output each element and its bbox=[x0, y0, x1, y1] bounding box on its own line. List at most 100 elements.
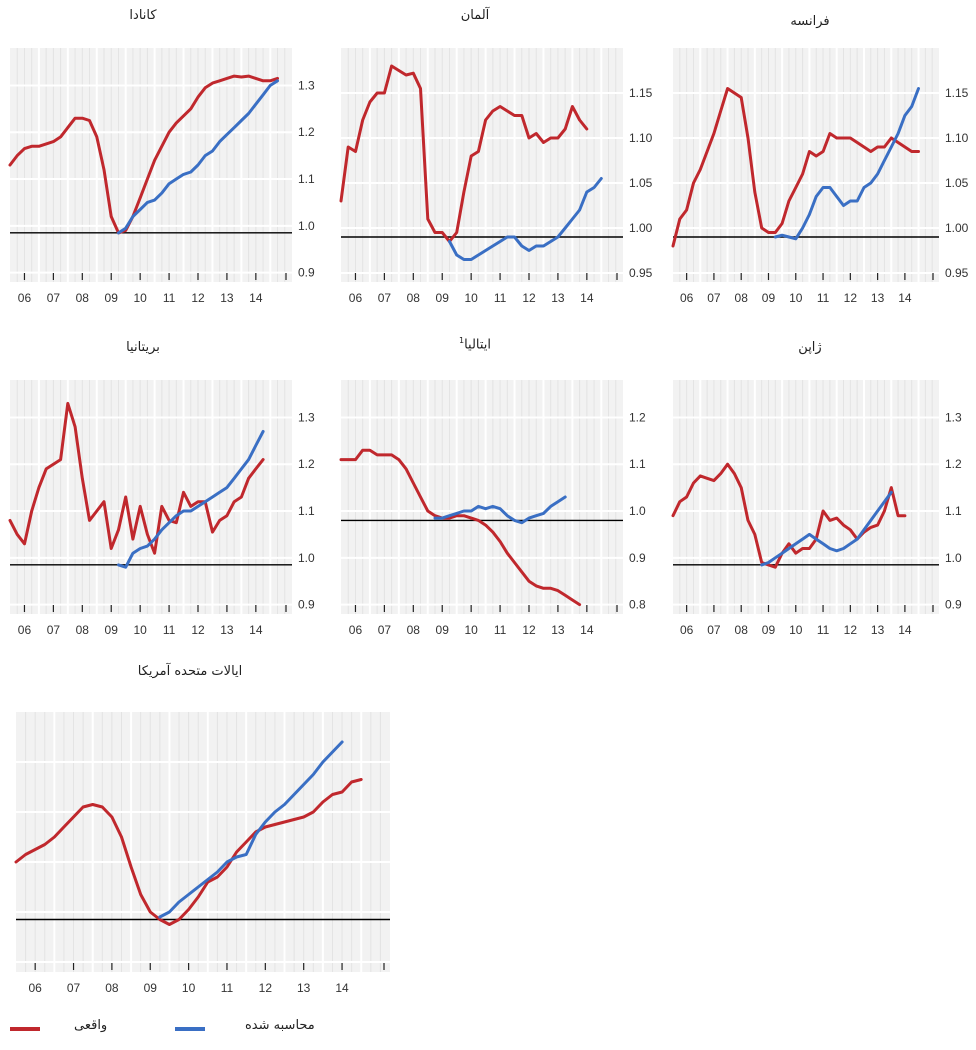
x-tick-label: 13 bbox=[297, 981, 311, 995]
y-tick-label: 0.95 bbox=[629, 266, 653, 280]
x-tick-label: 14 bbox=[580, 291, 594, 305]
y-tick-label: 1.15 bbox=[629, 86, 653, 100]
x-tick-label: 09 bbox=[144, 981, 158, 995]
chart-italy: 06 07 08 09 10 11 12 13 14 1.2 1.1 1.0 0.9 0.8 bbox=[339, 380, 646, 637]
y-tick-label: 1.00 bbox=[945, 221, 969, 235]
x-tick-label: 08 bbox=[735, 291, 749, 305]
chart-title-italy-text: ایتالیا bbox=[464, 337, 492, 353]
x-tick-label: 11 bbox=[163, 623, 176, 637]
series-line-calculated bbox=[433, 495, 567, 525]
x-tick-label: 14 bbox=[249, 623, 263, 637]
plot-background bbox=[10, 48, 292, 282]
y-tick-label: 1.3 bbox=[945, 410, 962, 424]
series-line-calculated bbox=[117, 430, 265, 569]
y-tick-label: 1.3 bbox=[298, 78, 315, 92]
series-line-calculated bbox=[760, 490, 893, 567]
x-tick-label: 10 bbox=[133, 291, 147, 305]
series-line-actual bbox=[339, 64, 589, 243]
y-tick-label: 1.0 bbox=[945, 551, 962, 565]
x-tick-label: 09 bbox=[762, 623, 776, 637]
x-tick-label: 12 bbox=[191, 291, 205, 305]
series-line-actual bbox=[339, 448, 582, 607]
x-tick-label: 06 bbox=[18, 623, 32, 637]
x-tick-label: 13 bbox=[551, 291, 565, 305]
y-tick-label: 1.1 bbox=[298, 172, 315, 186]
chart-title-canada: کانادا bbox=[129, 8, 157, 23]
y-tick-label: 1.2 bbox=[945, 457, 962, 471]
chart-title-britain: بریتانیا bbox=[126, 340, 160, 355]
y-tick-label: 1.0 bbox=[629, 504, 646, 518]
y-tick-label: 1.2 bbox=[298, 125, 315, 139]
x-tick-label: 11 bbox=[817, 291, 830, 305]
x-tick-label: 11 bbox=[163, 291, 176, 305]
chart-japan: 06 07 08 09 10 11 12 13 14 1.3 1.2 1.1 1.0 0.9 bbox=[671, 380, 962, 637]
x-tick-label: 07 bbox=[47, 623, 61, 637]
x-tick-label: 09 bbox=[436, 623, 450, 637]
legend-swatch-actual bbox=[10, 1027, 40, 1031]
x-tick-label: 12 bbox=[844, 623, 858, 637]
x-tick-label: 12 bbox=[259, 981, 273, 995]
plot-background bbox=[673, 380, 939, 614]
series-line-actual bbox=[671, 87, 920, 248]
x-tick-label: 14 bbox=[898, 291, 912, 305]
x-tick-label: 08 bbox=[76, 291, 90, 305]
y-tick-label: 1.00 bbox=[629, 221, 653, 235]
y-tick-label: 0.9 bbox=[298, 598, 315, 612]
y-tick-label: 1.15 bbox=[945, 86, 969, 100]
x-tick-label: 10 bbox=[464, 291, 478, 305]
x-tick-label: 09 bbox=[762, 291, 776, 305]
y-tick-label: 1.1 bbox=[298, 504, 315, 518]
y-tick-label: 1.3 bbox=[298, 410, 315, 424]
x-tick-label: 06 bbox=[680, 291, 694, 305]
y-tick-label: 0.9 bbox=[945, 598, 962, 612]
x-tick-label: 06 bbox=[28, 981, 42, 995]
x-tick-label: 13 bbox=[220, 623, 234, 637]
x-tick-label: 09 bbox=[105, 291, 119, 305]
x-tick-label: 09 bbox=[436, 291, 450, 305]
series-line-actual bbox=[14, 778, 363, 926]
x-tick-label: 09 bbox=[105, 623, 119, 637]
y-tick-label: 1.2 bbox=[629, 410, 646, 424]
x-tick-label: 08 bbox=[407, 291, 421, 305]
x-tick-label: 07 bbox=[67, 981, 81, 995]
x-tick-label: 07 bbox=[378, 291, 392, 305]
series-line-actual bbox=[8, 401, 265, 555]
chart-france: 06 07 08 09 10 11 12 13 14 1.15 1.10 1.05 1.00 0.95 bbox=[671, 48, 969, 305]
chart-britain: 06 07 08 09 10 11 12 13 14 1.3 1.2 1.1 1.0 0.9 bbox=[8, 380, 315, 637]
chart-germany: 06 07 08 09 10 11 12 13 14 1.15 1.10 1.05 1.00 0.95 bbox=[339, 48, 653, 305]
x-tick-label: 13 bbox=[220, 291, 234, 305]
x-tick-label: 10 bbox=[789, 623, 803, 637]
x-tick-label: 12 bbox=[522, 291, 536, 305]
y-tick-label: 1.0 bbox=[298, 551, 315, 565]
legend-label-calculated: محاسبه شده bbox=[245, 1018, 315, 1033]
y-tick-label: 1.0 bbox=[298, 219, 315, 233]
legend-swatch-calculated bbox=[175, 1027, 205, 1031]
x-tick-label: 10 bbox=[182, 981, 196, 995]
chart-title-italy-note: 1 bbox=[458, 336, 465, 345]
x-tick-label: 10 bbox=[133, 623, 147, 637]
x-tick-label: 12 bbox=[191, 623, 205, 637]
y-tick-label: 1.10 bbox=[945, 131, 969, 145]
y-tick-label: 1.1 bbox=[945, 504, 962, 518]
x-tick-label: 08 bbox=[105, 981, 119, 995]
y-tick-label: 1.05 bbox=[945, 176, 969, 190]
series-line-calculated bbox=[158, 740, 344, 919]
x-tick-label: 08 bbox=[407, 623, 421, 637]
y-tick-label: 0.9 bbox=[298, 266, 315, 280]
x-tick-label: 13 bbox=[871, 291, 885, 305]
series-line-actual bbox=[8, 74, 279, 235]
y-tick-label: 1.2 bbox=[298, 457, 315, 471]
plot-background bbox=[341, 380, 623, 614]
x-tick-label: 07 bbox=[707, 623, 721, 637]
series-line-actual bbox=[671, 462, 907, 569]
x-tick-label: 11 bbox=[221, 981, 234, 995]
plot-background bbox=[10, 380, 292, 614]
x-tick-label: 12 bbox=[844, 291, 858, 305]
chart-title-germany: آلمان bbox=[460, 8, 490, 23]
x-tick-label: 07 bbox=[47, 291, 61, 305]
x-tick-label: 06 bbox=[349, 291, 363, 305]
x-tick-label: 06 bbox=[18, 291, 32, 305]
x-tick-label: 10 bbox=[789, 291, 803, 305]
y-tick-label: 0.95 bbox=[945, 266, 969, 280]
